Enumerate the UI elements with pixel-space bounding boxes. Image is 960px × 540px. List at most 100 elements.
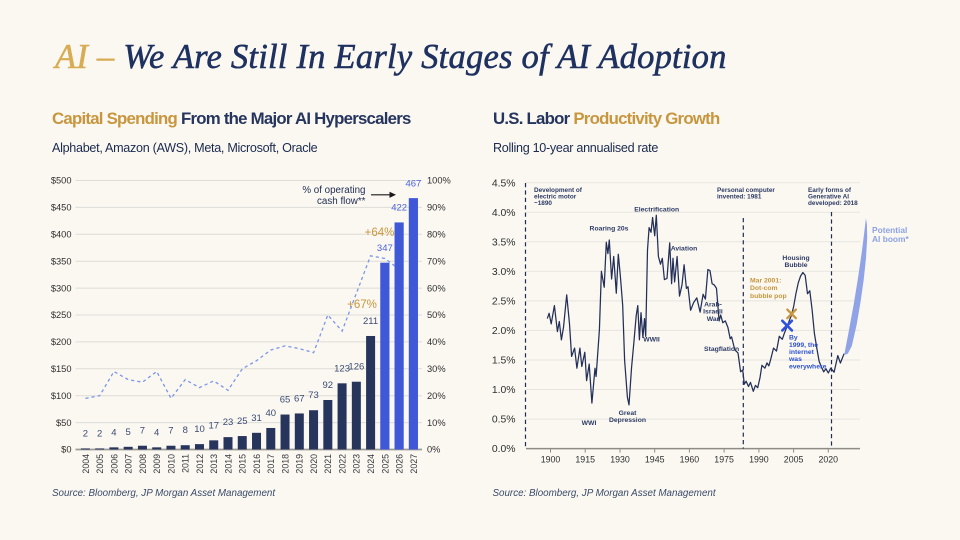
svg-text:5: 5 [126, 427, 131, 438]
svg-text:0.5%: 0.5% [492, 415, 516, 426]
svg-text:8: 8 [183, 425, 188, 436]
svg-text:By: By [789, 335, 798, 342]
svg-text:$150: $150 [51, 364, 72, 374]
svg-text:2019: 2019 [295, 454, 305, 474]
svg-text:92: 92 [323, 380, 334, 391]
svg-text:1900: 1900 [541, 455, 561, 465]
svg-text:Personal computer: Personal computer [717, 187, 775, 194]
svg-text:2004: 2004 [81, 454, 91, 474]
svg-text:1999, the: 1999, the [789, 342, 818, 349]
svg-text:1945: 1945 [645, 455, 665, 465]
svg-text:2016: 2016 [252, 454, 262, 474]
svg-text:2015: 2015 [238, 454, 248, 474]
svg-text:67: 67 [294, 393, 305, 404]
svg-text:Potential: Potential [872, 225, 907, 235]
svg-text:Roaring 20s: Roaring 20s [590, 226, 629, 233]
svg-text:$400: $400 [51, 230, 72, 240]
svg-text:2020: 2020 [309, 454, 319, 474]
svg-text:10: 10 [194, 424, 205, 435]
svg-text:2005: 2005 [95, 454, 105, 474]
svg-text:$200: $200 [51, 337, 72, 347]
svg-text:4: 4 [111, 427, 116, 438]
svg-text:Depression: Depression [609, 417, 646, 424]
svg-text:WWII: WWII [643, 337, 660, 344]
svg-text:40: 40 [265, 408, 276, 419]
svg-text:bubble pop: bubble pop [750, 293, 787, 300]
svg-text:$250: $250 [51, 310, 72, 320]
svg-text:23: 23 [223, 417, 234, 428]
svg-text:2026: 2026 [395, 454, 405, 474]
svg-text:0.0%: 0.0% [492, 444, 516, 455]
svg-text:AI boom*: AI boom* [872, 234, 909, 244]
svg-text:2008: 2008 [138, 454, 148, 474]
svg-text:2014: 2014 [223, 454, 233, 474]
svg-text:25: 25 [237, 416, 248, 427]
svg-text:123: 123 [334, 363, 350, 374]
svg-text:2024: 2024 [366, 454, 376, 474]
svg-text:7: 7 [168, 426, 173, 437]
svg-text:2006: 2006 [109, 454, 119, 474]
svg-text:Generative AI: Generative AI [808, 193, 849, 200]
svg-text:126: 126 [348, 362, 364, 373]
svg-text:cash flow**: cash flow** [317, 196, 366, 207]
svg-text:2021: 2021 [323, 454, 333, 474]
svg-text:50%: 50% [427, 310, 446, 320]
svg-text:211: 211 [363, 316, 378, 327]
svg-text:invented: 1981: invented: 1981 [717, 193, 762, 200]
svg-text:1960: 1960 [680, 455, 700, 465]
svg-text:4: 4 [154, 427, 159, 438]
svg-text:Great: Great [619, 410, 637, 417]
svg-text:Bubble: Bubble [784, 262, 807, 269]
svg-text:~1890: ~1890 [534, 200, 552, 207]
svg-text:Development of: Development of [534, 187, 583, 194]
svg-text:was: was [788, 356, 802, 363]
svg-text:30%: 30% [427, 364, 446, 374]
svg-text:electric motor: electric motor [534, 193, 577, 200]
svg-text:1975: 1975 [714, 455, 734, 465]
svg-text:2: 2 [97, 428, 102, 439]
svg-text:2011: 2011 [181, 454, 191, 473]
svg-text:WWI: WWI [582, 420, 597, 427]
svg-text:$300: $300 [51, 283, 72, 293]
svg-text:+64%: +64% [365, 227, 395, 239]
svg-text:Mar 2001:: Mar 2001: [750, 278, 781, 285]
svg-text:1915: 1915 [575, 455, 595, 465]
svg-text:2012: 2012 [195, 454, 205, 474]
svg-text:developed: 2018: developed: 2018 [808, 200, 858, 207]
svg-text:internet: internet [789, 349, 815, 356]
svg-text:4.5%: 4.5% [492, 178, 516, 189]
svg-text:3.0%: 3.0% [492, 267, 516, 278]
svg-text:7: 7 [140, 426, 145, 437]
svg-text:1990: 1990 [749, 455, 769, 465]
svg-text:Aviation: Aviation [671, 246, 698, 253]
svg-text:2025: 2025 [380, 454, 390, 474]
svg-text:1.0%: 1.0% [492, 385, 516, 396]
svg-text:2017: 2017 [266, 454, 276, 474]
svg-text:10%: 10% [427, 418, 446, 428]
svg-text:40%: 40% [427, 337, 446, 347]
svg-text:2023: 2023 [352, 454, 362, 474]
svg-text:2007: 2007 [124, 454, 134, 474]
svg-text:2027: 2027 [409, 454, 419, 474]
svg-text:War: War [707, 316, 720, 323]
svg-text:$0: $0 [61, 445, 71, 455]
svg-text:70%: 70% [427, 256, 446, 266]
svg-text:$350: $350 [51, 256, 72, 266]
svg-text:1930: 1930 [610, 455, 630, 465]
svg-text:73: 73 [308, 390, 319, 401]
svg-text:2.5%: 2.5% [492, 297, 516, 308]
svg-text:17: 17 [208, 420, 219, 431]
svg-text:1.5%: 1.5% [492, 356, 516, 367]
svg-text:2013: 2013 [209, 454, 219, 474]
svg-text:Stagflation: Stagflation [704, 346, 739, 353]
svg-text:% of operating: % of operating [302, 185, 365, 196]
svg-text:2018: 2018 [280, 454, 290, 474]
svg-text:+67%: +67% [347, 299, 377, 311]
svg-text:2009: 2009 [152, 454, 162, 474]
svg-text:60%: 60% [427, 283, 446, 293]
svg-text:467: 467 [405, 178, 421, 189]
svg-text:100%: 100% [427, 176, 451, 186]
svg-text:$50: $50 [56, 418, 72, 428]
svg-text:Arab-: Arab- [704, 302, 722, 309]
svg-text:20%: 20% [427, 391, 446, 401]
